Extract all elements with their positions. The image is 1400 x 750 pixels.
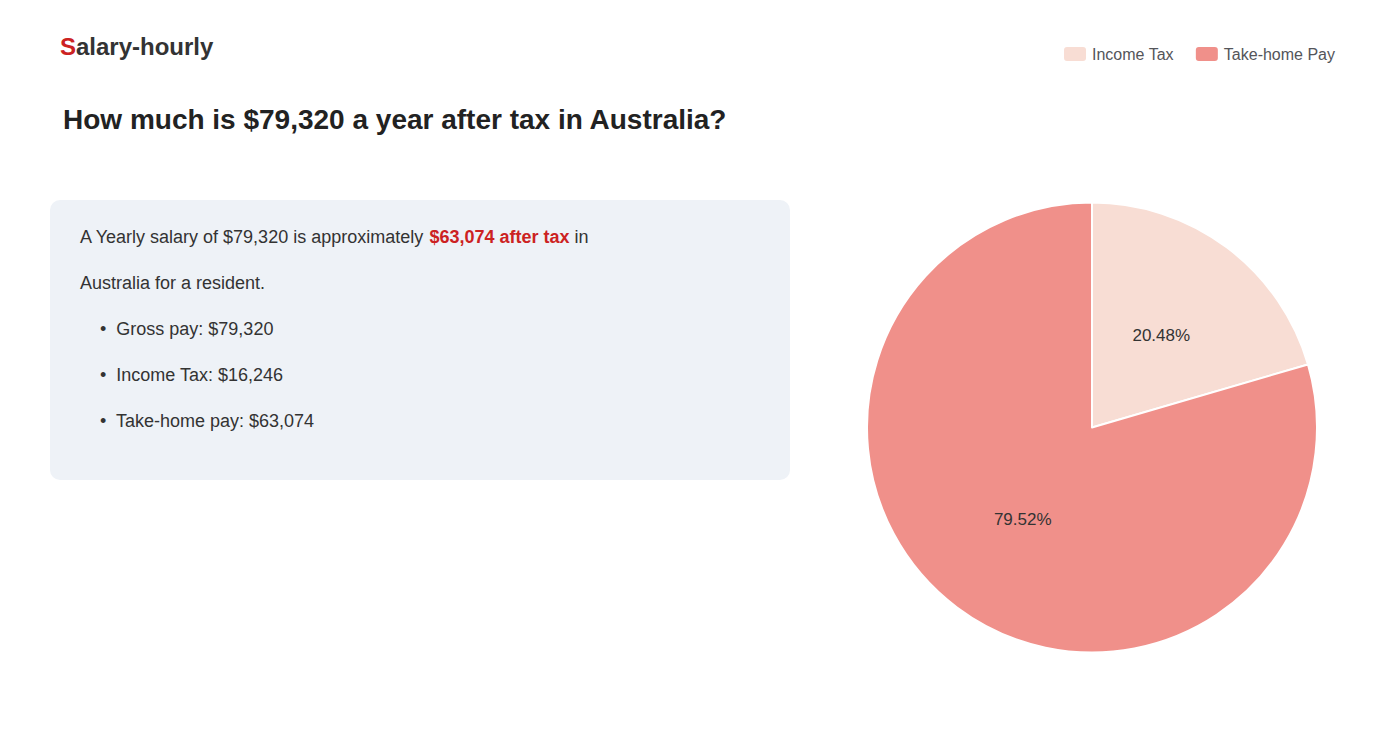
svg-text:Australia for a resident.: Australia for a resident. xyxy=(80,273,265,293)
svg-text:Take-home Pay: Take-home Pay xyxy=(1224,46,1335,63)
svg-text:S: S xyxy=(60,33,76,60)
svg-text:• Take-home pay: $63,074: • Take-home pay: $63,074 xyxy=(100,411,314,431)
svg-text:20.48%: 20.48% xyxy=(1132,326,1190,345)
svg-text:• Gross pay: $79,320: • Gross pay: $79,320 xyxy=(100,319,273,339)
svg-text:A Yearly salary of $79,320 is: A Yearly salary of $79,320 is approximat… xyxy=(80,227,428,247)
svg-text:Income Tax: Income Tax xyxy=(1092,46,1174,63)
svg-text:alary-hourly: alary-hourly xyxy=(76,33,214,60)
svg-text:• Income Tax: $16,246: • Income Tax: $16,246 xyxy=(100,365,283,385)
svg-text:How much is $79,320 a year aft: How much is $79,320 a year after tax in … xyxy=(63,104,726,135)
svg-text:79.52%: 79.52% xyxy=(994,510,1052,529)
svg-text:in: in xyxy=(570,227,589,247)
svg-text:$63,074 after tax: $63,074 after tax xyxy=(430,227,570,247)
